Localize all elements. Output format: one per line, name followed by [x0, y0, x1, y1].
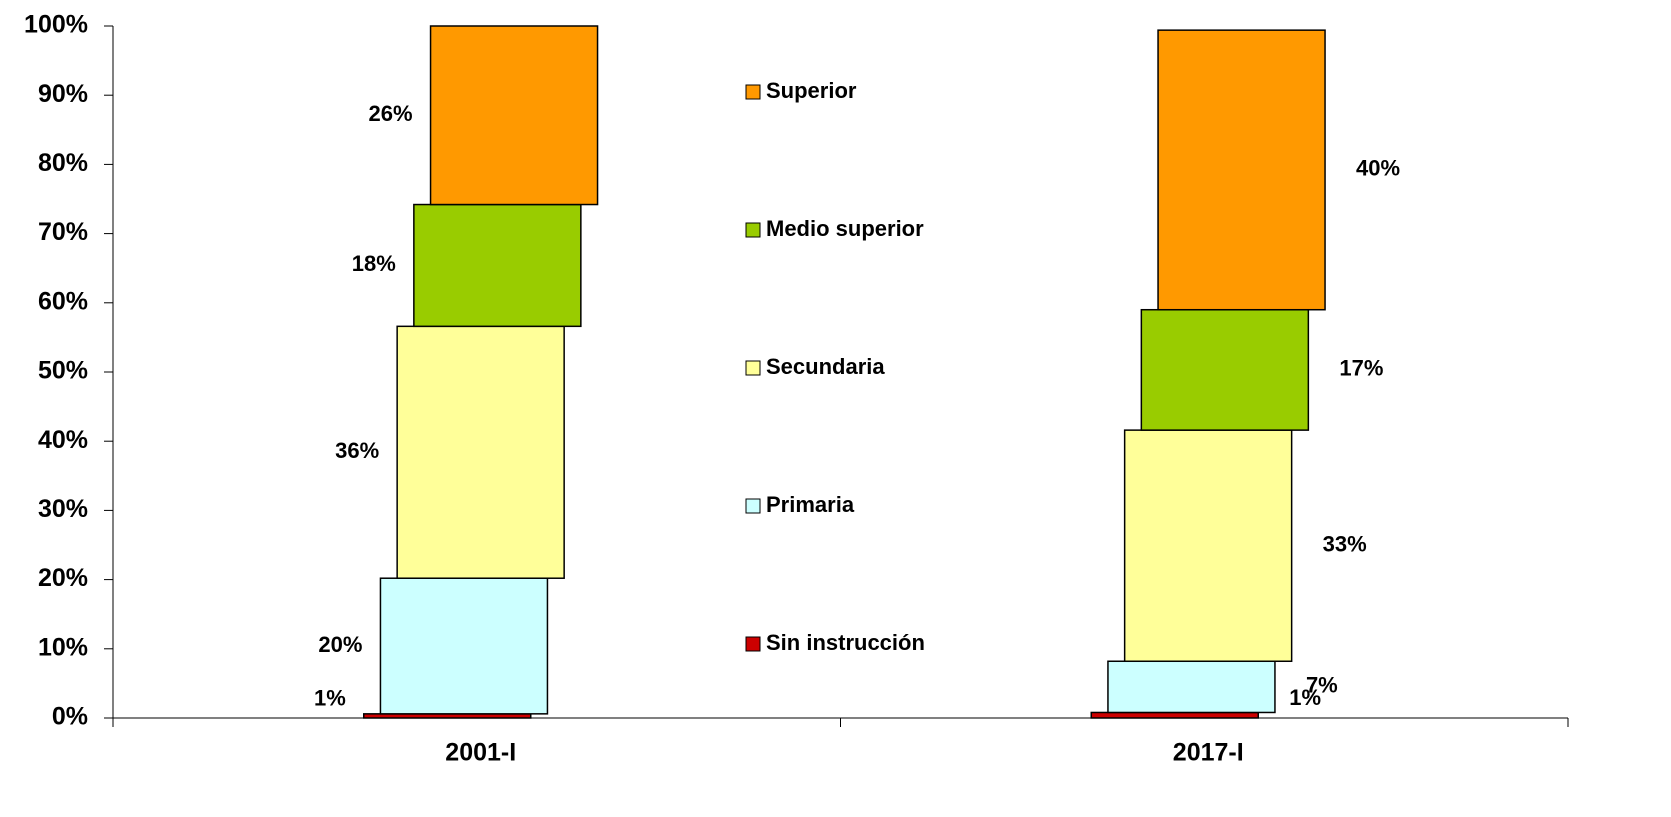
legend-marker [745, 498, 761, 514]
data-label: 26% [369, 101, 413, 126]
legend-marker [745, 222, 761, 238]
bar-segment [379, 577, 549, 715]
legend-label: Primaria [766, 492, 855, 517]
y-tick-label: 10% [38, 633, 88, 661]
legend-marker [745, 360, 761, 376]
y-tick-label: 40% [38, 426, 88, 454]
bar-segment [1090, 711, 1259, 719]
y-tick-label: 20% [38, 564, 88, 592]
legend-marker [745, 84, 761, 100]
bar-segment [1157, 29, 1326, 311]
bar-segment [1140, 308, 1310, 431]
legend-marker [745, 636, 761, 652]
y-tick-label: 80% [38, 149, 88, 177]
legend-label: Sin instrucción [766, 630, 925, 655]
y-tick-label: 70% [38, 218, 88, 246]
data-label: 20% [318, 632, 362, 657]
y-tick-label: 100% [24, 11, 88, 39]
y-tick-label: 90% [38, 80, 88, 108]
bar-segment [429, 25, 599, 206]
y-tick-label: 50% [38, 357, 88, 385]
legend-label: Secundaria [766, 354, 885, 379]
x-tick-label: 2001-I [445, 739, 516, 767]
y-tick-label: 30% [38, 495, 88, 523]
bar-segment [413, 203, 582, 328]
data-label: 33% [1323, 532, 1367, 557]
data-label: 17% [1339, 356, 1383, 381]
data-label: 36% [335, 438, 379, 463]
legend-label: Medio superior [766, 216, 924, 241]
bar-segment [1123, 429, 1293, 663]
data-label: 7% [1306, 673, 1338, 698]
y-tick-label: 60% [38, 287, 88, 315]
data-label: 1% [314, 686, 346, 711]
bar-segment [1107, 660, 1276, 714]
x-tick-label: 2017-I [1173, 739, 1244, 767]
data-label: 18% [352, 251, 396, 276]
legend-label: Superior [766, 78, 857, 103]
data-label: 1% [1289, 685, 1321, 710]
y-tick-label: 0% [52, 703, 88, 731]
bar-segment [396, 325, 565, 579]
data-label: 40% [1356, 156, 1400, 181]
